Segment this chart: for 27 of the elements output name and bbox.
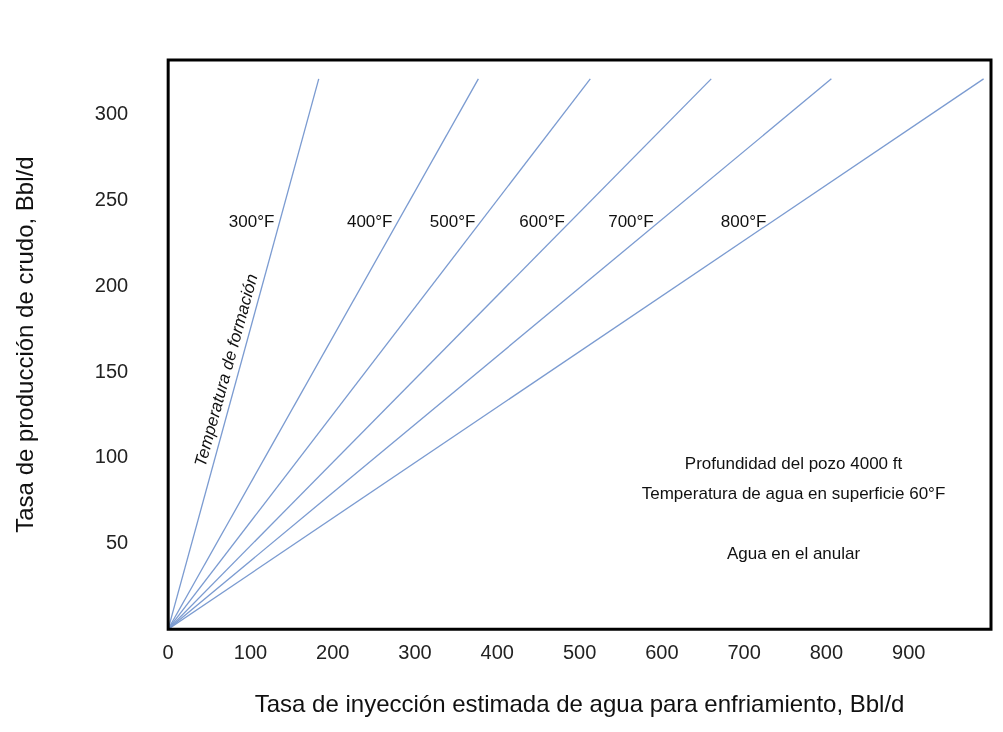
series-label: 600°F <box>519 211 565 231</box>
x-tick-label: 700 <box>727 640 761 663</box>
y-axis-title: Tasa de producción de crudo, Bbl/d <box>11 156 39 533</box>
annotation: Profundidad del pozo 4000 ft <box>684 453 903 473</box>
series-label: 400°F <box>346 211 393 231</box>
annotation: Temperatura de agua en superficie 60°F <box>641 483 946 503</box>
y-tick-label: 200 <box>94 273 129 296</box>
y-tick-label: 300 <box>94 102 129 125</box>
x-tick-label: 900 <box>892 640 926 663</box>
x-axis-title: Tasa de inyección estimada de agua para enfriamiento, Bbl/d <box>254 690 905 718</box>
x-tick-label: 0 <box>162 640 174 663</box>
annotation: Agua en el anular <box>726 543 861 563</box>
x-tick-label: 200 <box>316 640 350 663</box>
x-tick-label: 600 <box>645 640 679 663</box>
x-tick-label: 500 <box>562 640 597 663</box>
x-tick-label: 100 <box>233 640 268 663</box>
y-tick-label: 100 <box>94 445 129 468</box>
series-label: 500°F <box>429 211 476 231</box>
series-label: 700°F <box>608 211 654 231</box>
y-tick-label: 50 <box>105 530 129 553</box>
x-tick-label: 300 <box>398 640 432 663</box>
series-label: 800°F <box>720 211 767 231</box>
x-tick-label: 800 <box>809 640 844 663</box>
y-tick-label: 250 <box>94 188 129 211</box>
y-tick-label: 150 <box>94 359 129 382</box>
x-tick-label: 400 <box>480 640 514 663</box>
series-label: 300°F <box>228 211 275 231</box>
